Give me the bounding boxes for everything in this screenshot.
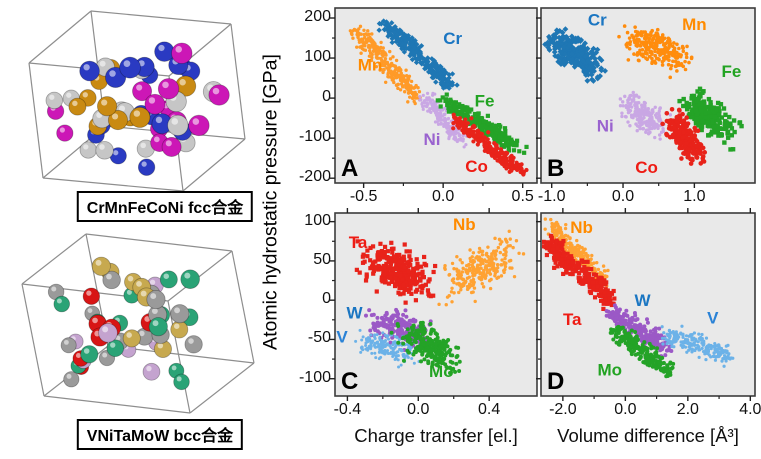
panel-letter-D: D — [547, 368, 564, 395]
y-tick-label-A: 100 — [304, 48, 331, 66]
panel-letter-B: B — [547, 155, 564, 182]
x-tick-label-C: 0.4 — [478, 401, 501, 418]
scatter-points-Co — [660, 107, 708, 166]
atoms — [45, 41, 230, 176]
series-label-Mo: Mo — [597, 360, 622, 379]
series-label-Mn: Mn — [682, 15, 707, 34]
series-label-W: W — [635, 291, 652, 310]
scatter-points-Ni — [618, 90, 673, 141]
scatter-points — [354, 229, 526, 375]
scatter-points-Ta — [354, 239, 438, 305]
crystal-structure-fcc — [28, 10, 246, 192]
x-tick-label-D: 0.0 — [614, 401, 637, 418]
series-label-Fe: Fe — [722, 62, 742, 81]
scatter-points-Nb — [437, 229, 526, 307]
y-tick-label-C: 50 — [313, 250, 331, 268]
series-label-V: V — [336, 327, 348, 346]
series-label-Nb: Nb — [453, 215, 476, 234]
series-label-Mn: Mn — [358, 55, 383, 74]
scatter-points-Mn — [348, 24, 422, 106]
y-tick-label-A: 200 — [304, 8, 331, 25]
x-tick-label-B: 0.0 — [611, 188, 635, 205]
x-tick-label-D: -2.0 — [549, 401, 577, 418]
x-tick-label-A: -0.5 — [349, 188, 378, 205]
x-tick-label-B: -1.0 — [537, 188, 566, 205]
scatter-panel-D: Nb Ta W Mo V D — [536, 208, 756, 401]
x-tick-label-D: 4.0 — [739, 401, 761, 418]
series-label-V: V — [707, 308, 719, 327]
series-label-Ni: Ni — [424, 130, 441, 149]
series-label-Nb: Nb — [570, 218, 593, 237]
series-label-Fe: Fe — [475, 92, 495, 111]
x-axis-title-volume-difference: Volume difference [Å³] — [557, 425, 739, 446]
scatter-points — [348, 18, 529, 177]
series-label-Ta: Ta — [563, 310, 582, 329]
scatter-points-V — [660, 324, 735, 368]
y-tick-label-C: 100 — [304, 211, 331, 229]
scatter-points-Fe — [677, 86, 744, 152]
x-tick-label-B: 1.0 — [683, 188, 706, 205]
y-tick-label-A: -200 — [298, 168, 331, 186]
x-tick-label-D: 2.0 — [676, 401, 699, 418]
series-label-Mo: Mo — [429, 362, 454, 381]
scatter-points-Mo — [389, 320, 462, 375]
structure-caption-bcc: VNiTaMoW bcc合金 — [76, 419, 244, 450]
panel-letter-A: A — [341, 155, 358, 182]
x-tick-label-C: 0.0 — [407, 401, 430, 418]
scatter-points — [542, 217, 735, 379]
x-axis-title-charge-transfer: Charge transfer [el.] — [354, 425, 518, 446]
series-label-W: W — [346, 304, 363, 323]
series-label-Co: Co — [635, 158, 658, 177]
crystal-structure-bcc — [21, 233, 255, 414]
scatter-points — [542, 24, 744, 166]
series-label-Cr: Cr — [443, 29, 462, 48]
series-label-Ni: Ni — [597, 116, 614, 135]
x-tick-label-A: 0.0 — [432, 188, 455, 205]
y-tick-label-C: -100 — [298, 368, 331, 386]
scatter-panel-A: Mn Cr Ni Fe Co A — [330, 7, 538, 188]
structure-caption-fcc: CrMnFeCoNi fcc合金 — [76, 191, 254, 222]
series-label-Cr: Cr — [588, 11, 607, 30]
scatter-points-Mo — [608, 324, 676, 379]
scatter-panel-C: Nb Ta WV Mo C — [330, 208, 538, 401]
unit-cell-edges — [21, 233, 255, 414]
scatter-points-Cr — [542, 26, 609, 84]
scatter-panel-B: Cr Mn Ni Fe Co B — [536, 7, 756, 188]
y-tick-label-C: -50 — [307, 329, 331, 347]
y-tick-label-C: 0 — [322, 290, 331, 308]
scatter-points-Mn — [617, 24, 694, 80]
series-label-Co: Co — [465, 157, 488, 176]
x-tick-label-C: -0.4 — [333, 401, 362, 418]
x-tick-label-A: 0.5 — [511, 188, 534, 205]
scatter-points-Ta — [542, 233, 617, 311]
series-label-Ta: Ta — [349, 233, 368, 252]
y-tick-label-A: 0 — [322, 88, 331, 106]
scatter-points-Cr — [376, 18, 460, 91]
panel-letter-C: C — [341, 368, 358, 395]
y-tick-label-A: -100 — [298, 128, 331, 146]
scatter-points-Co — [451, 112, 529, 177]
atoms — [47, 256, 203, 391]
